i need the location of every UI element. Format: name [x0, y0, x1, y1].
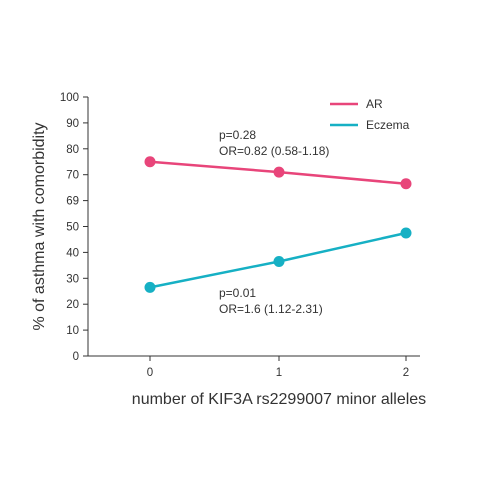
y-tick-label: 20	[66, 299, 79, 311]
data-point-ar	[144, 156, 156, 168]
x-tick-label: 1	[276, 367, 282, 379]
axes: 0 10 20 30 40 50 69 70 80 90 100 0 1 2 number of KIF3A…	[31, 92, 426, 408]
y-tick-label: 10	[66, 325, 79, 337]
data-point-ar	[273, 166, 285, 178]
y-tick-label: 40	[66, 247, 79, 259]
y-tick-label: 30	[66, 273, 79, 285]
x-tick-label: 0	[147, 367, 153, 379]
annotation-ar-line: OR=0.82 (0.58-1.18)	[219, 144, 329, 158]
y-tick-label: 80	[66, 144, 79, 156]
data-point-eczema	[144, 281, 156, 293]
y-tick-label: 50	[66, 222, 79, 234]
x-axis-title: number of KIF3A rs2299007 minor alleles	[132, 391, 426, 408]
data-point-eczema	[273, 255, 285, 267]
annotation-eczema-line: p=0.01	[219, 286, 256, 300]
legend: AR Eczema	[330, 97, 410, 132]
y-tick-label: 0	[73, 351, 79, 363]
y-tick-label: 100	[60, 92, 79, 104]
y-tick-label: 69	[66, 196, 79, 208]
x-tick-label: 2	[403, 367, 409, 379]
annotation-ar-line: p=0.28	[219, 128, 256, 142]
y-axis-title: % of asthma with comorbidity	[31, 122, 48, 330]
annotations: p=0.28 OR=0.82 (0.58-1.18) p=0.01 OR=1.6 (1…	[219, 128, 329, 316]
data-point-ar	[400, 178, 412, 190]
legend-label-ar: AR	[366, 97, 383, 111]
series-layer	[144, 156, 412, 293]
legend-label-eczema: Eczema	[366, 118, 410, 132]
data-point-eczema	[400, 227, 412, 239]
y-tick-label: 70	[66, 170, 79, 182]
annotation-eczema-line: OR=1.6 (1.12-2.31)	[219, 302, 323, 316]
y-tick-label: 90	[66, 118, 79, 130]
